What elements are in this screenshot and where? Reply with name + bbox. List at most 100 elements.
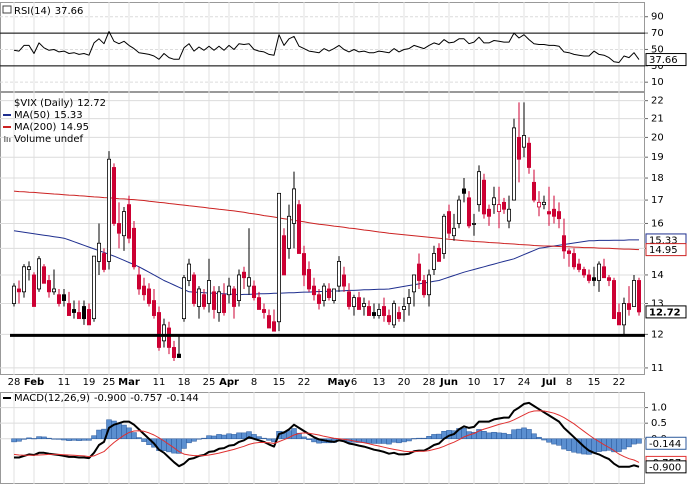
- legend-entry: $VIX (Daily) 12.72: [14, 98, 106, 109]
- histogram-bar: [236, 432, 242, 440]
- x-tick-label: Mar: [118, 377, 140, 388]
- candle-body: [231, 288, 236, 307]
- histogram-bar: [616, 438, 622, 452]
- histogram-bar: [46, 437, 52, 440]
- histogram-bar: [36, 436, 42, 440]
- y-tick-label: 30: [651, 61, 664, 72]
- histogram-bar: [81, 438, 87, 441]
- legend-swatch: [6, 137, 8, 142]
- legend-icon: [2, 5, 12, 14]
- histogram-bar: [501, 432, 507, 440]
- x-tick-label: 28: [423, 377, 436, 388]
- x-tick-label: 19: [83, 377, 96, 388]
- legend-text: -0.757: [130, 393, 162, 404]
- candle-body: [426, 274, 431, 296]
- y-tick-label: 21: [651, 114, 664, 125]
- candle-body: [577, 263, 582, 270]
- histogram-bar: [306, 438, 312, 440]
- legend-swatch: [4, 136, 6, 142]
- candle-body: [491, 197, 496, 206]
- candle-body: [261, 309, 266, 313]
- y-tick-label: 17: [651, 195, 664, 206]
- candle-body: [181, 277, 186, 320]
- candle-body: [236, 274, 241, 301]
- histogram-bar: [366, 438, 372, 444]
- candle-body: [411, 274, 416, 293]
- candle-body: [471, 223, 476, 225]
- y-tick-label: 1.0: [651, 403, 667, 414]
- histogram-bar: [171, 438, 177, 454]
- histogram-bar: [96, 429, 102, 440]
- histogram-bar: [141, 438, 147, 442]
- candle-body: [161, 324, 166, 342]
- candle-body: [206, 280, 211, 304]
- line-series: [13, 31, 640, 63]
- candle-body: [92, 255, 97, 320]
- candle-body: [87, 309, 92, 326]
- candle-body: [386, 315, 391, 323]
- line-series: [14, 401, 640, 468]
- candle-body: [461, 188, 466, 194]
- legend-swatch: [9, 138, 11, 142]
- x-tick-label: 22: [613, 377, 626, 388]
- candle-body: [311, 285, 316, 296]
- histogram-bar: [381, 438, 387, 444]
- histogram-bar: [526, 429, 532, 440]
- legend-entry: RSI(14) 37.66: [14, 6, 83, 17]
- x-tick-label: 6: [351, 377, 357, 388]
- x-tick-label: 20: [398, 377, 411, 388]
- candle-body: [21, 266, 26, 293]
- candle-body: [547, 211, 552, 215]
- candle-body: [597, 263, 602, 281]
- histogram-bar: [231, 434, 237, 440]
- candle-body: [77, 312, 82, 320]
- x-tick-label: Jun: [439, 377, 458, 388]
- legend-text: MACD(12,26,9): [14, 393, 90, 404]
- legend-text: 14.95: [60, 122, 89, 133]
- candle-body: [501, 201, 506, 210]
- candle-body: [67, 303, 72, 316]
- y-tick-label: 16: [651, 218, 664, 229]
- candle-body: [16, 288, 21, 293]
- candle-body: [226, 285, 231, 296]
- x-tick-label: 8: [251, 377, 257, 388]
- value-box-label: -0.144: [649, 439, 681, 450]
- candle-body: [406, 297, 411, 304]
- candle-body: [47, 280, 52, 293]
- candle-body: [401, 306, 406, 310]
- x-tick-label: May: [328, 377, 351, 388]
- candle-body: [241, 271, 246, 279]
- histogram-bar: [226, 433, 232, 440]
- histogram-bar: [481, 431, 487, 440]
- candle-body: [607, 277, 612, 281]
- histogram-bar: [311, 438, 317, 443]
- y-tick-label: 11: [651, 363, 664, 374]
- histogram-bar: [421, 437, 427, 440]
- histogram-bar: [511, 429, 517, 440]
- candle-body: [366, 306, 371, 316]
- histogram-bar: [91, 435, 97, 440]
- candle-body: [127, 204, 132, 239]
- histogram-bar: [426, 436, 432, 440]
- candle-body: [131, 227, 136, 268]
- legend-text: $VIX (Daily): [14, 98, 73, 109]
- x-tick-label: Jul: [541, 377, 556, 388]
- y-tick-label: 19: [651, 152, 664, 163]
- x-tick-label: 11: [153, 377, 166, 388]
- value-box: [645, 243, 687, 257]
- y-tick-label: 20: [651, 132, 664, 143]
- value-box-label: 14.95: [649, 245, 678, 256]
- histogram-bar: [531, 433, 537, 440]
- value-box-label: 12.72: [649, 307, 681, 318]
- y-tick-label: 10: [651, 77, 664, 88]
- candle-body: [637, 280, 642, 313]
- value-box: [645, 460, 687, 474]
- histogram-bar: [631, 438, 637, 445]
- candle-body: [592, 277, 597, 281]
- candle-body: [316, 294, 321, 304]
- candle-body: [146, 288, 151, 304]
- histogram-bar: [536, 436, 542, 440]
- y-tick-label: 70: [651, 28, 664, 39]
- value-box: [645, 53, 687, 67]
- histogram-bar: [541, 438, 547, 441]
